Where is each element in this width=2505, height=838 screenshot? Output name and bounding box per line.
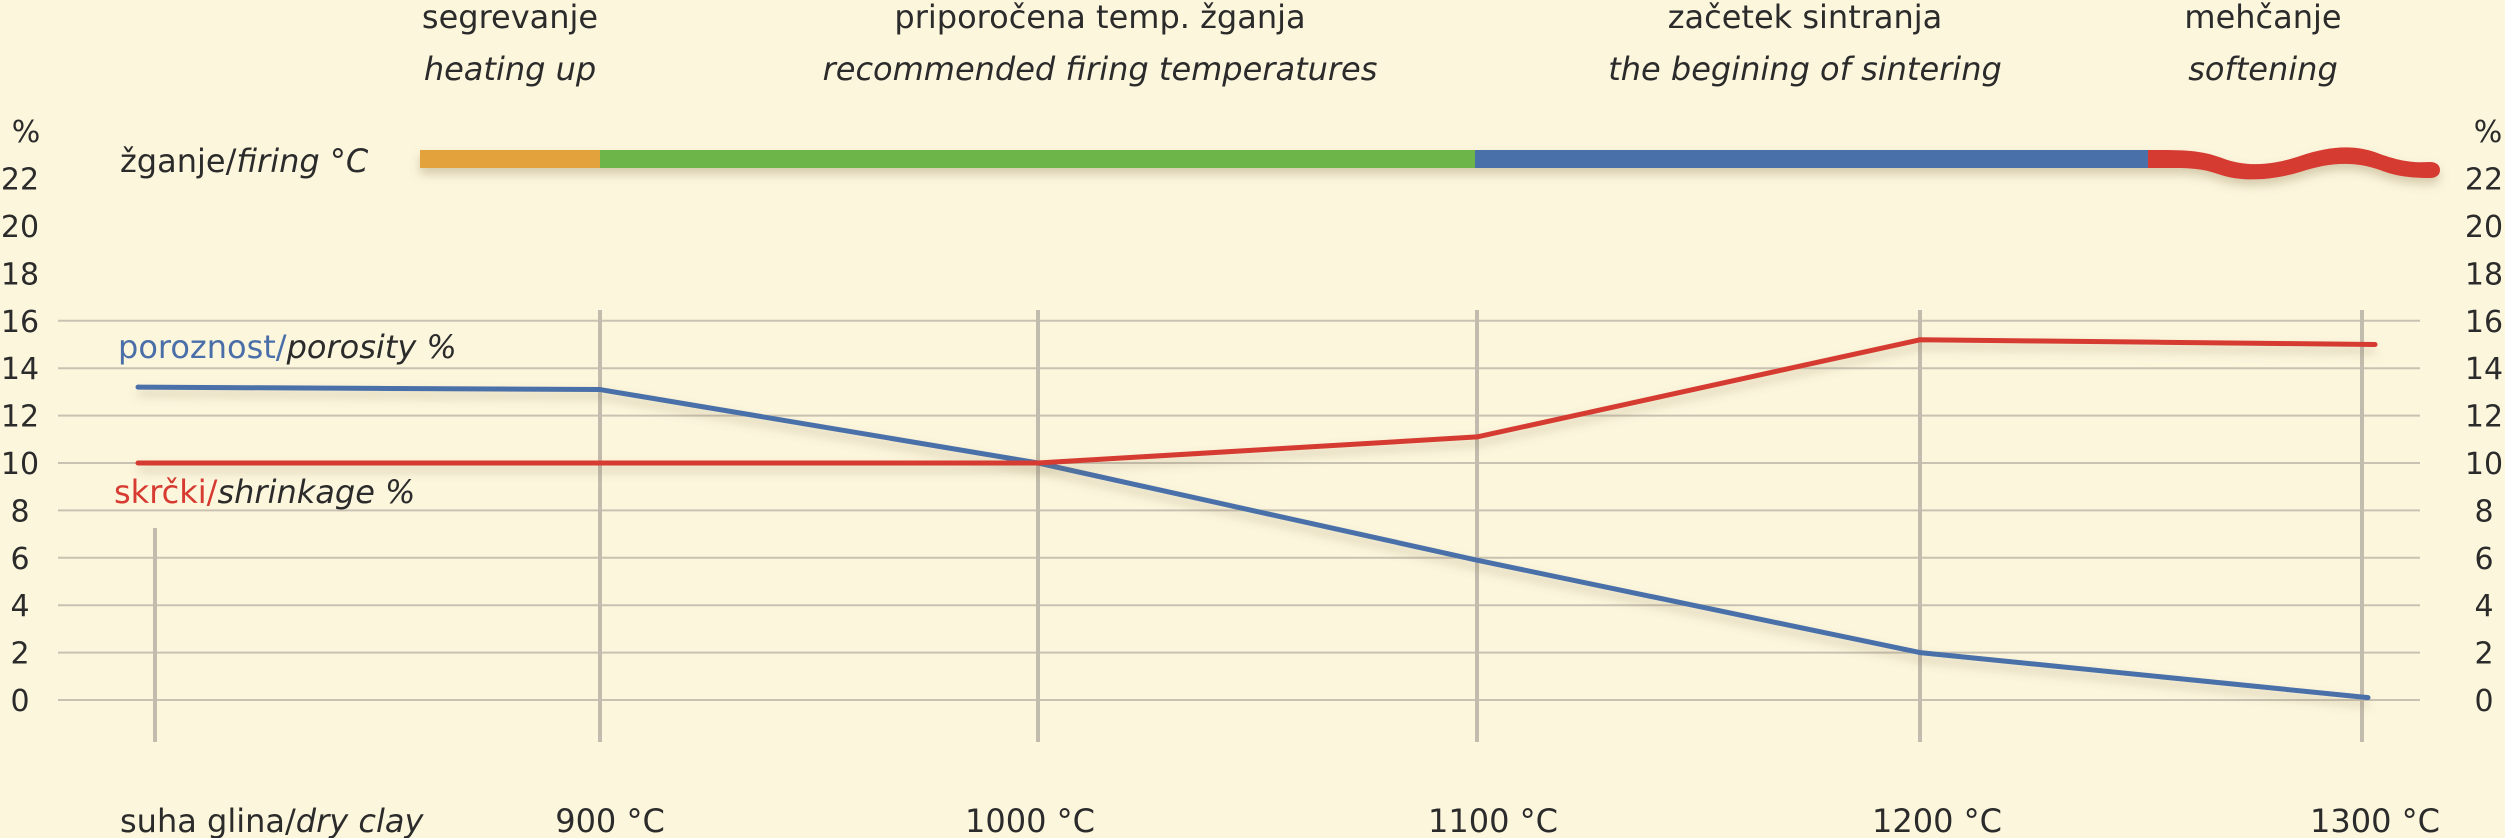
y-ticks-left: 0 2 4 6 8 10 12 14 16 18 20 22 xyxy=(1,163,39,719)
shrinkage-line xyxy=(138,337,2376,466)
phase-label-sl: mehčanje xyxy=(2184,0,2341,36)
data-point xyxy=(1917,337,1923,343)
y-tick-right: 12 xyxy=(2465,400,2503,435)
y-tick-left: 6 xyxy=(10,542,29,577)
data-point xyxy=(135,460,141,466)
y-tick-right: 14 xyxy=(2465,352,2503,387)
y-tick-left: 16 xyxy=(1,305,39,340)
category-labels: suha glina/dry clay 900 °C 1000 °C 1100 °C 1… xyxy=(120,802,2440,838)
phase-label-sl: segrevanje xyxy=(422,0,598,36)
porosity-label-sl: poroznost/ xyxy=(118,328,287,366)
y-unit-right: % xyxy=(2474,115,2503,150)
shrinkage-label-en: shrinkage % xyxy=(217,473,415,511)
y-tick-right: 20 xyxy=(2465,210,2503,245)
phase-label-sl: priporočena temp. žganja xyxy=(894,0,1305,36)
y-tick-right: 4 xyxy=(2474,589,2493,624)
y-tick-left: 12 xyxy=(1,400,39,435)
y-tick-right: 16 xyxy=(2465,305,2503,340)
data-point xyxy=(2372,342,2378,347)
y-tick-right: 10 xyxy=(2465,447,2503,482)
y-unit-left: % xyxy=(12,115,41,150)
phase-label-en: recommended firing temperatures xyxy=(823,50,1378,88)
y-tick-left: 10 xyxy=(1,447,39,482)
category-label: suha glina/dry clay xyxy=(120,802,424,838)
phase-label-en: heating up xyxy=(424,50,596,88)
y-tick-right: 2 xyxy=(2474,637,2493,672)
y-tick-right: 22 xyxy=(2465,163,2503,198)
data-point xyxy=(1035,460,1041,466)
data-point xyxy=(1474,557,1480,563)
series-lines xyxy=(135,337,2378,701)
y-tick-right: 6 xyxy=(2474,542,2493,577)
y-tick-left: 8 xyxy=(10,494,29,529)
category-label-sl: 1200 °C xyxy=(1872,802,2002,838)
category-label-sl: 900 °C xyxy=(555,802,665,838)
category-label-en: dry clay xyxy=(296,802,425,838)
y-tick-left: 14 xyxy=(1,352,39,387)
y-tick-left: 2 xyxy=(10,637,29,672)
y-tick-left: 4 xyxy=(10,589,29,624)
data-point xyxy=(135,384,141,390)
category-label-sl: 1300 °C xyxy=(2310,802,2440,838)
y-tick-left: 22 xyxy=(1,163,39,198)
phase-label-sl: začetek sintranja xyxy=(1668,0,1943,36)
category-label-sl: 1100 °C xyxy=(1428,802,1558,838)
firing-label-en: firing °C xyxy=(236,142,368,180)
category-lines xyxy=(153,310,2364,742)
data-point xyxy=(2365,695,2371,701)
firing-bar xyxy=(420,147,2440,180)
data-point xyxy=(1917,650,1923,656)
y-tick-left: 0 xyxy=(10,684,29,719)
y-tick-right: 0 xyxy=(2474,684,2493,719)
y-tick-right: 18 xyxy=(2465,257,2503,292)
porosity-line xyxy=(137,384,2369,701)
category-label: 1000 °C xyxy=(965,802,1095,838)
category-label-sl: 1000 °C xyxy=(965,802,1095,838)
y-ticks-right: 0 2 4 6 8 10 12 14 16 18 20 22 xyxy=(2465,163,2503,719)
firing-bar-label: žganje/firing °C xyxy=(120,142,369,180)
phase-labels: segrevanje heating up priporočena temp. žg… xyxy=(422,0,2342,88)
category-label: 900 °C xyxy=(555,802,665,838)
category-label: 1200 °C xyxy=(1872,802,2002,838)
data-point xyxy=(597,387,603,393)
data-point xyxy=(1474,434,1480,440)
y-tick-left: 20 xyxy=(1,210,39,245)
shrinkage-label-sl: skrčki/ xyxy=(114,473,218,511)
firing-phase-segment xyxy=(2148,147,2440,180)
firing-phase-segment xyxy=(1475,150,2148,168)
porosity-label: poroznost/porosity % xyxy=(118,328,457,366)
phase-label-en: softening xyxy=(2188,50,2338,88)
category-label-sl: suha glina/ xyxy=(120,802,296,838)
shrinkage-label: skrčki/shrinkage % xyxy=(114,473,415,511)
porosity-label-en: porosity % xyxy=(286,328,457,366)
category-label: 1300 °C xyxy=(2310,802,2440,838)
category-label: 1100 °C xyxy=(1428,802,1558,838)
firing-label-sl: žganje/ xyxy=(120,142,237,180)
phase-label-en: the begining of sintering xyxy=(1608,50,2002,88)
y-tick-left: 18 xyxy=(1,257,39,292)
firing-phase-segment xyxy=(420,150,600,168)
y-tick-right: 8 xyxy=(2474,494,2493,529)
firing-phase-segment xyxy=(600,150,1475,168)
data-point xyxy=(597,460,603,466)
